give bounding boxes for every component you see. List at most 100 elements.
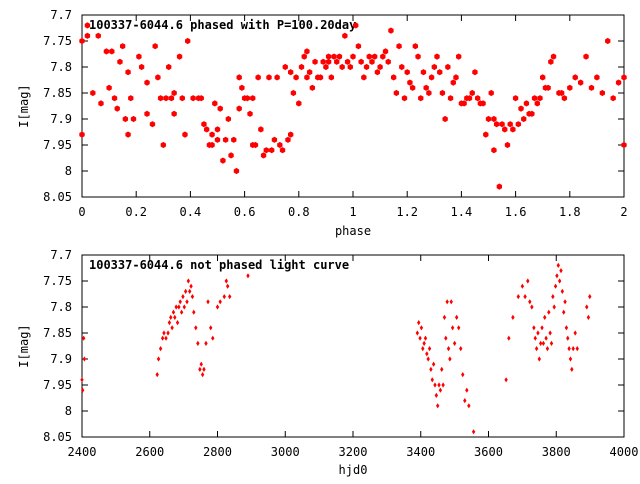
data-point xyxy=(588,294,592,300)
data-point xyxy=(409,84,416,91)
data-point xyxy=(583,53,589,60)
data-point xyxy=(309,84,316,91)
data-point xyxy=(556,262,560,268)
data-point xyxy=(444,335,448,341)
data-point xyxy=(334,58,340,65)
data-point xyxy=(401,95,408,102)
data-point xyxy=(298,63,305,71)
data-point xyxy=(553,283,558,289)
data-point xyxy=(228,294,232,300)
data-point xyxy=(440,366,444,372)
data-point xyxy=(437,382,441,388)
data-point xyxy=(471,429,476,435)
y-tick-label: 7.85 xyxy=(43,326,72,340)
data-point xyxy=(106,84,112,91)
x-tick-label: 4000 xyxy=(610,445,639,459)
data-point xyxy=(236,105,242,112)
data-point xyxy=(377,63,383,71)
data-point xyxy=(209,141,215,149)
data-point xyxy=(615,79,622,86)
data-point xyxy=(518,105,524,112)
data-point xyxy=(523,294,527,300)
data-point xyxy=(466,95,473,102)
data-point xyxy=(350,53,356,60)
data-point xyxy=(442,115,448,123)
data-point xyxy=(425,351,429,357)
data-point xyxy=(167,320,172,326)
data-point xyxy=(228,152,234,159)
data-point xyxy=(445,299,449,305)
data-point xyxy=(162,330,166,336)
data-point xyxy=(125,69,131,76)
data-point xyxy=(179,309,184,315)
data-point xyxy=(157,95,164,102)
data-point xyxy=(499,121,505,128)
data-point xyxy=(568,356,573,362)
data-point xyxy=(510,126,516,133)
data-point xyxy=(426,356,430,362)
data-point xyxy=(250,95,256,102)
data-point xyxy=(396,43,402,50)
data-point xyxy=(561,95,568,102)
data-point xyxy=(399,63,405,71)
data-point xyxy=(331,53,337,60)
data-point xyxy=(472,69,478,76)
x-tick-label: 1 xyxy=(349,205,356,219)
data-point xyxy=(182,131,188,138)
data-point xyxy=(79,37,85,45)
y-tick-label: 7.9 xyxy=(50,352,72,366)
data-point xyxy=(382,48,389,55)
data-point xyxy=(174,304,178,310)
x-tick-label: 1.2 xyxy=(396,205,418,219)
data-point xyxy=(571,346,575,352)
data-point xyxy=(480,100,486,107)
data-point xyxy=(504,141,511,149)
y-tick-label: 7.95 xyxy=(43,138,72,152)
data-point xyxy=(358,58,364,65)
data-point xyxy=(449,299,453,305)
data-point xyxy=(178,299,182,305)
data-point xyxy=(260,152,267,159)
data-point xyxy=(433,382,437,388)
data-point xyxy=(203,126,210,133)
y-tick-label: 7.8 xyxy=(50,60,72,74)
data-point xyxy=(252,141,259,149)
data-point xyxy=(594,74,600,81)
x-tick-label: 1.4 xyxy=(451,205,473,219)
data-point xyxy=(285,136,291,143)
x-axis-label: phase xyxy=(335,224,371,238)
data-point xyxy=(90,89,96,97)
data-point xyxy=(543,314,547,320)
x-tick-label: 2600 xyxy=(135,445,164,459)
data-point xyxy=(258,126,264,133)
data-point xyxy=(138,63,145,71)
data-point xyxy=(434,392,439,398)
data-point xyxy=(218,299,222,305)
data-point xyxy=(380,53,386,60)
data-point xyxy=(198,95,204,102)
data-point xyxy=(211,335,215,341)
data-point xyxy=(415,330,420,336)
y-tick-label: 8.05 xyxy=(43,190,72,204)
y-axis-label: I[mag] xyxy=(17,84,31,127)
data-point xyxy=(168,95,175,102)
data-point xyxy=(555,273,559,279)
data-point xyxy=(290,89,297,97)
data-point xyxy=(588,84,595,91)
data-point xyxy=(190,95,196,102)
data-point xyxy=(434,53,440,60)
data-point xyxy=(507,335,511,341)
data-point xyxy=(200,372,205,378)
data-point xyxy=(558,89,565,97)
data-point xyxy=(186,278,191,284)
data-point xyxy=(244,95,250,102)
data-point xyxy=(577,79,584,86)
data-point xyxy=(540,74,546,81)
data-point xyxy=(442,314,447,320)
data-point xyxy=(176,53,183,60)
data-point xyxy=(98,100,104,107)
data-point xyxy=(545,346,550,352)
data-point xyxy=(520,283,525,289)
data-point xyxy=(304,74,310,81)
